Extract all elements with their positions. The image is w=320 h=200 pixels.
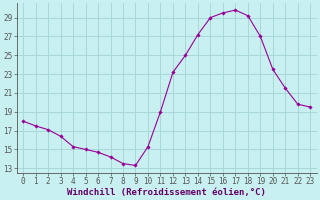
X-axis label: Windchill (Refroidissement éolien,°C): Windchill (Refroidissement éolien,°C): [67, 188, 266, 197]
